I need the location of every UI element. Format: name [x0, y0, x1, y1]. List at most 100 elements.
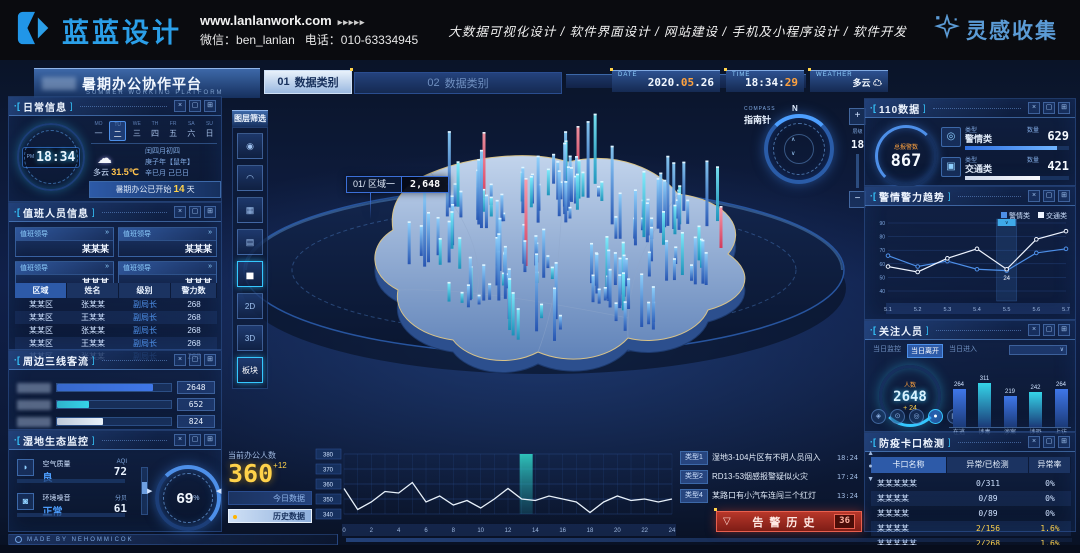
compass-up-arrow[interactable]: ∧ [791, 137, 796, 143]
window-icon[interactable]: ▢ [189, 206, 201, 218]
car-icon[interactable]: ◈ [871, 409, 886, 424]
panel-title: 防疫卡口检测 [879, 438, 945, 450]
office-count-value: 360 [228, 459, 274, 488]
tab-number: 01 [277, 76, 290, 88]
target-icon[interactable]: ◎ [909, 409, 924, 424]
alert-scroll-controls: ▲ ● ▼ [867, 450, 874, 483]
gauge-right-arrow[interactable]: ◀ [216, 488, 222, 495]
brand-logo[interactable]: 蓝蓝设计 [16, 9, 182, 52]
cloud-sun-icon: ☁ [97, 150, 112, 167]
focus-count-gauge: 人数 2648 + 24 [879, 365, 941, 427]
alert-type-badge: 类型4 [680, 488, 708, 503]
eco-left-slider[interactable] [141, 467, 148, 515]
svg-text:8: 8 [452, 528, 456, 534]
close-icon[interactable]: × [1028, 102, 1040, 114]
tab-data-category-02[interactable]: 02 数据类别 [354, 72, 562, 94]
svg-text:5.3: 5.3 [944, 307, 952, 313]
tab-data-category-01[interactable]: 01 数据类别 [264, 68, 353, 94]
zoom-out-button[interactable]: − [849, 191, 866, 208]
scroll-dot-icon[interactable]: ● [868, 463, 873, 470]
checkpoint-row[interactable]: 某某某某 0/89 0% [871, 491, 1071, 506]
duty-leader-card[interactable]: 值班领导 »某某某 [15, 227, 114, 257]
masked-line-name: 某线 [17, 399, 51, 410]
window-icon[interactable]: ▢ [189, 100, 201, 112]
focus-bar-chart[interactable]: 264在逃 311涉毒219涉案 242涉恐264上访 [949, 355, 1071, 436]
weather-value: 多云 [852, 78, 871, 88]
window-icon[interactable]: ▢ [1043, 190, 1055, 202]
expand-icon[interactable]: ⊞ [204, 206, 216, 218]
duty-table-row[interactable]: 某某区 王某某 副局长 268 [15, 311, 217, 324]
services-tagline: 大数据可视化设计 / 软件界面设计 / 网站建设 / 手机及小程序设计 / 软件… [448, 24, 907, 39]
tab-today-monitor[interactable]: 当日监控 [873, 346, 901, 353]
layer-button-blocks[interactable]: 板块 [237, 357, 263, 383]
expand-icon[interactable]: ⊞ [204, 100, 216, 112]
collect-link[interactable]: 灵感收集 [934, 13, 1058, 46]
area-select[interactable]: ∨ [1009, 345, 1067, 355]
checkpoint-row[interactable]: 某某某某 0/89 0% [877, 509, 1055, 518]
checkpoint-row[interactable]: 某某某某某 0/311 0% [877, 479, 1055, 488]
svg-text:5.7: 5.7 [1062, 307, 1070, 313]
layer-button-camera-icon[interactable]: ◉ [237, 133, 263, 159]
close-icon[interactable]: × [174, 434, 186, 446]
expand-icon[interactable]: ⊞ [1058, 324, 1070, 336]
layer-button-mode-2d[interactable]: 2D [237, 293, 263, 319]
layer-button-signal-icon[interactable]: ◠ [237, 165, 263, 191]
key-icon[interactable]: ⊙ [890, 409, 905, 424]
tab-today-entered[interactable]: 当日进入 [949, 346, 977, 353]
alert-row[interactable]: 类型1 湿地3-104片区有不明人员闯入 18:24 [680, 450, 858, 465]
checkpoint-row[interactable]: 某某某某某 2/268 1.6% [877, 539, 1060, 548]
close-icon[interactable]: × [1028, 436, 1040, 448]
layer-button-mode-3d[interactable]: 3D [237, 325, 263, 351]
brand-name: 蓝蓝设计 [62, 17, 182, 48]
close-icon[interactable]: × [174, 354, 186, 366]
panel-metro-flow: 周边三线客流]×▢⊞ 某某线2648某线652某某线824 [8, 350, 222, 430]
city-3d-map[interactable] [226, 98, 862, 462]
duty-leader-card[interactable]: 值班领导 »某某某 [118, 227, 217, 257]
history-data-button[interactable]: 历史数据 [228, 509, 312, 523]
alert-row[interactable]: 类型4 某路口有小汽车连闯三个红灯 13:24 [680, 488, 858, 503]
expand-icon[interactable]: ⊞ [204, 434, 216, 446]
alarm-history-button[interactable]: ▽ 告警历史 36 [714, 508, 862, 532]
person-icon[interactable]: ● [928, 409, 943, 424]
checkpoint-row[interactable]: 某某某某 2/156 1.6% [871, 521, 1071, 536]
expand-icon[interactable]: ⊞ [1058, 102, 1070, 114]
window-icon[interactable]: ▢ [189, 354, 201, 366]
window-icon[interactable]: ▢ [1043, 102, 1055, 114]
contact-block: www.lanlanwork.com ▸▸▸▸▸ 微信：ben_lanlan 电话… [200, 11, 418, 49]
footer-line [346, 538, 1072, 542]
close-icon[interactable]: × [1028, 324, 1040, 336]
scroll-up-icon[interactable]: ▲ [867, 450, 874, 457]
focus-count-value: 2648 [893, 389, 927, 405]
close-icon[interactable]: × [174, 206, 186, 218]
trend-line-chart[interactable]: 90 80 70 60 50 40 ∨ 5.1 5.2 5.3 5.4 5.5 5.6 5.7 24 [868, 217, 1074, 319]
compass-down-arrow[interactable]: ∨ [791, 151, 796, 157]
focus-count-delta: + 24 [903, 405, 917, 412]
today-data-button[interactable]: 今日数据 [228, 491, 312, 505]
svg-text:350: 350 [323, 498, 334, 504]
window-icon[interactable]: ▢ [1043, 436, 1055, 448]
website-link[interactable]: www.lanlanwork.com [200, 13, 332, 29]
expand-icon[interactable]: ⊞ [1058, 190, 1070, 202]
zoom-slider[interactable] [856, 154, 859, 188]
compass-ring[interactable] [764, 114, 834, 184]
window-icon[interactable]: ▢ [1043, 324, 1055, 336]
layer-button-chart-icon[interactable]: ▅ [237, 261, 263, 287]
gauge-left-arrow[interactable]: ▶ [147, 488, 153, 495]
svg-text:50: 50 [879, 275, 885, 281]
duty-table-row[interactable]: 某某区 王某某 副局长 268 [15, 337, 217, 350]
close-icon[interactable]: × [174, 100, 186, 112]
window-icon[interactable]: ▢ [189, 434, 201, 446]
expand-icon[interactable]: ⊞ [204, 354, 216, 366]
scroll-down-icon[interactable]: ▼ [867, 476, 874, 483]
tab-today-left[interactable]: 当日离开 [907, 344, 943, 358]
layer-button-list-icon[interactable]: ▤ [237, 229, 263, 255]
flow-value: 2648 [177, 381, 215, 394]
expand-icon[interactable]: ⊞ [1058, 436, 1070, 448]
footer-bar: MADE BY NEHOMMICOK [8, 534, 338, 545]
close-icon[interactable]: × [1028, 190, 1040, 202]
layer-button-building-icon[interactable]: ▦ [237, 197, 263, 223]
alert-row[interactable]: 类型2 RD13-53烟感报警疑似火灾 17:24 [680, 469, 858, 484]
